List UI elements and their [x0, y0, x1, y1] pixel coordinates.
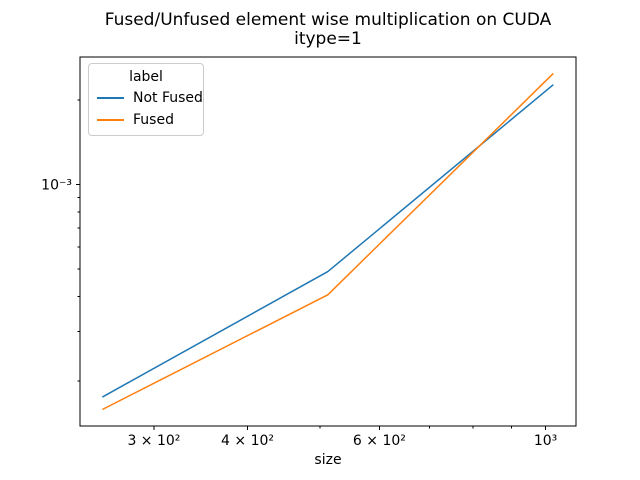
- legend-title: label: [129, 69, 163, 85]
- legend: label Not Fused Fused: [88, 63, 204, 136]
- x-axis-label: size: [314, 452, 342, 468]
- x-tick-label: 10³: [534, 433, 557, 449]
- series-line-fused: [102, 72, 554, 411]
- chart-title: Fused/Unfused element wise multiplicatio…: [80, 11, 576, 49]
- legend-line-swatch-not-fused: [97, 97, 124, 99]
- x-tick-label: 3 × 10²: [127, 433, 180, 449]
- chart-title-line2: itype=1: [294, 29, 362, 49]
- chart-title-line1: Fused/Unfused element wise multiplicatio…: [104, 10, 552, 30]
- x-tick-label: 6 × 10²: [353, 433, 406, 449]
- legend-label-not-fused: Not Fused: [133, 90, 203, 106]
- x-tick-label: 4 × 10²: [221, 433, 274, 449]
- legend-line-swatch-fused: [97, 119, 124, 121]
- legend-label-fused: Fused: [133, 112, 174, 128]
- legend-item-fused: Fused: [97, 109, 195, 131]
- legend-item-not-fused: Not Fused: [97, 87, 203, 109]
- y-tick-label: 10⁻³: [41, 178, 72, 194]
- axes-frame: [79, 56, 577, 427]
